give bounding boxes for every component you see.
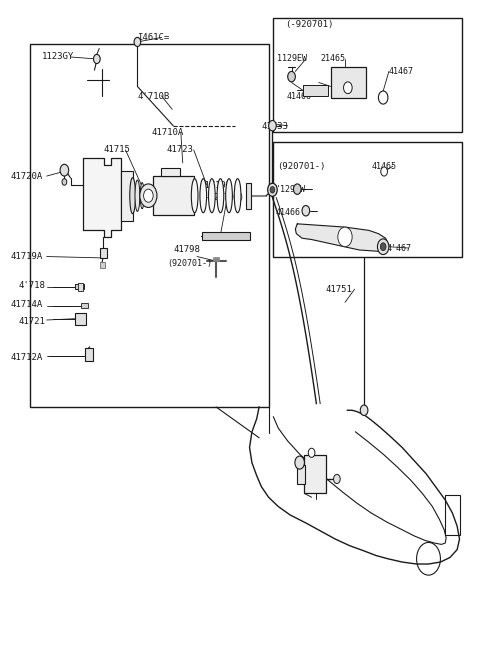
Bar [81, 303, 88, 308]
Circle shape [378, 91, 388, 104]
Circle shape [60, 164, 69, 176]
Ellipse shape [192, 179, 198, 213]
Bar [75, 284, 84, 289]
Circle shape [381, 167, 387, 176]
Text: (-920701): (-920701) [199, 193, 244, 202]
Bar [30, 44, 269, 407]
Bar [213, 257, 219, 261]
Text: 41714A: 41714A [11, 300, 43, 309]
Text: 41751: 41751 [326, 284, 353, 294]
Text: 4'710B: 4'710B [137, 92, 169, 101]
Ellipse shape [135, 180, 140, 212]
Bar [120, 171, 132, 221]
Circle shape [144, 189, 153, 202]
Text: 4'718: 4'718 [18, 281, 45, 290]
Circle shape [360, 405, 368, 415]
Bar [274, 18, 462, 132]
Bar [445, 495, 459, 535]
Circle shape [377, 239, 389, 254]
Circle shape [62, 179, 67, 185]
Text: 1123GY: 1123GY [42, 53, 74, 62]
Text: (920701-): (920701-) [277, 162, 325, 171]
Polygon shape [295, 224, 388, 251]
Text: 41466: 41466 [276, 208, 301, 217]
Text: 41723: 41723 [166, 145, 193, 154]
Bar [246, 183, 251, 209]
Bar [202, 233, 250, 240]
Circle shape [140, 184, 157, 208]
Text: (920701-): (920701-) [168, 259, 213, 267]
Bar [153, 176, 194, 215]
Polygon shape [83, 158, 120, 237]
Text: 41719B: 41719B [199, 181, 232, 191]
Bar [100, 262, 105, 267]
Ellipse shape [200, 179, 206, 213]
Circle shape [344, 82, 352, 94]
Ellipse shape [140, 183, 144, 209]
Bar [78, 283, 83, 291]
Text: 41715: 41715 [104, 145, 131, 154]
Ellipse shape [217, 179, 224, 213]
Circle shape [302, 206, 310, 216]
Bar [297, 464, 305, 484]
Text: 41719A: 41719A [11, 252, 43, 261]
Bar [75, 313, 86, 325]
Text: 41467: 41467 [389, 67, 414, 76]
Circle shape [338, 227, 352, 247]
Circle shape [94, 55, 100, 64]
Text: 41721: 41721 [18, 317, 45, 327]
Text: 41712A: 41712A [11, 353, 43, 363]
Circle shape [268, 183, 277, 196]
Bar [161, 168, 180, 176]
Text: (-920701): (-920701) [285, 20, 334, 29]
Ellipse shape [208, 179, 215, 213]
Circle shape [288, 72, 295, 82]
Ellipse shape [226, 179, 232, 213]
Ellipse shape [234, 179, 241, 213]
Circle shape [334, 474, 340, 484]
Bar [100, 248, 107, 258]
Bar [274, 142, 462, 256]
Text: 41733: 41733 [262, 122, 288, 131]
Text: 41798: 41798 [173, 246, 200, 254]
Circle shape [270, 187, 275, 193]
Text: 21465: 21465 [320, 55, 345, 64]
Text: 41710A: 41710A [152, 127, 184, 137]
Text: 41720A: 41720A [11, 171, 43, 181]
Text: 1129EW: 1129EW [277, 55, 307, 64]
Circle shape [308, 448, 315, 457]
Text: '129EW: '129EW [276, 185, 306, 194]
Circle shape [134, 37, 141, 47]
Ellipse shape [130, 177, 135, 214]
Circle shape [269, 120, 276, 131]
Bar [331, 67, 366, 98]
Text: I461C=: I461C= [137, 33, 169, 42]
Bar [85, 348, 93, 361]
Circle shape [293, 184, 301, 194]
Bar [304, 455, 326, 493]
Bar [303, 85, 328, 96]
Text: 4'467: 4'467 [387, 244, 412, 252]
Text: 41465: 41465 [371, 162, 396, 171]
Text: 41466: 41466 [287, 92, 312, 101]
Circle shape [295, 456, 304, 469]
Circle shape [380, 243, 386, 251]
